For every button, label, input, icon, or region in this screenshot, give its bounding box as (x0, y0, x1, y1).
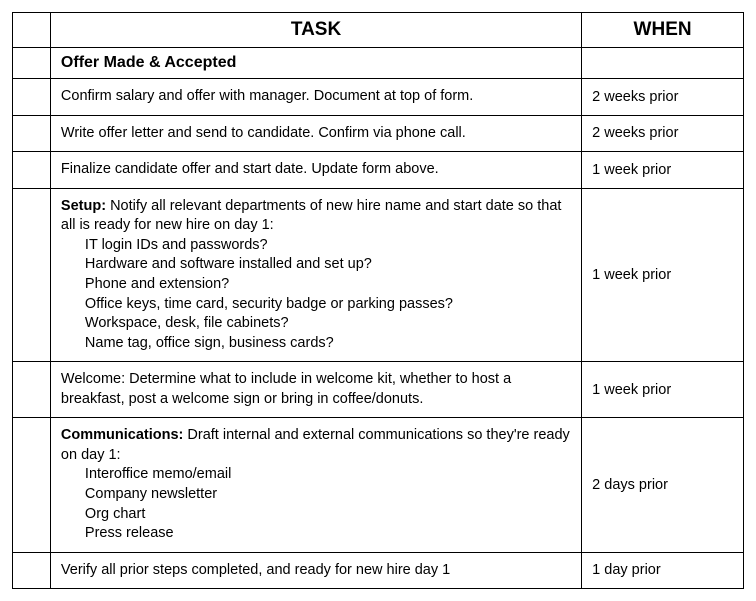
task-cell: Confirm salary and offer with manager. D… (50, 79, 581, 116)
when-cell: 1 week prior (582, 362, 744, 418)
table-row: Write offer letter and send to candidate… (13, 115, 744, 152)
task-cell: Communications: Draft internal and exter… (50, 418, 581, 552)
task-lead-rest: Notify all relevant departments of new h… (61, 198, 562, 234)
check-cell (13, 418, 51, 552)
task-sub-item: Org chart (85, 505, 571, 525)
task-lead-bold: Setup: (61, 198, 110, 214)
task-cell: Finalize candidate offer and start date.… (50, 152, 581, 189)
table-row: Welcome: Determine what to include in we… (13, 362, 744, 418)
task-cell: Setup: Notify all relevant departments o… (50, 188, 581, 362)
when-cell: 1 week prior (582, 188, 744, 362)
task-lead-bold: Communications: (61, 427, 187, 443)
table-row: Confirm salary and offer with manager. D… (13, 79, 744, 116)
table-row: Finalize candidate offer and start date.… (13, 152, 744, 189)
table-row: Setup: Notify all relevant departments o… (13, 188, 744, 362)
task-sub-item: Company newsletter (85, 485, 571, 505)
table-row: Verify all prior steps completed, and re… (13, 552, 744, 589)
task-sub-item: Phone and extension? (85, 275, 571, 295)
check-cell (13, 152, 51, 189)
when-cell: 2 weeks prior (582, 115, 744, 152)
header-row: TASK WHEN (13, 13, 744, 48)
task-cell: Verify all prior steps completed, and re… (50, 552, 581, 589)
task-cell: Write offer letter and send to candidate… (50, 115, 581, 152)
table-row: Communications: Draft internal and exter… (13, 418, 744, 552)
header-when: WHEN (582, 13, 744, 48)
when-cell: 1 day prior (582, 552, 744, 589)
section-title: Offer Made & Accepted (50, 48, 581, 79)
header-task: TASK (50, 13, 581, 48)
section-row: Offer Made & Accepted (13, 48, 744, 79)
check-cell (13, 552, 51, 589)
header-check-cell (13, 13, 51, 48)
task-sub-item: Hardware and software installed and set … (85, 255, 571, 275)
task-sub-item: Workspace, desk, file cabinets? (85, 314, 571, 334)
check-cell (13, 115, 51, 152)
when-cell (582, 48, 744, 79)
when-cell: 2 days prior (582, 418, 744, 552)
task-cell: Welcome: Determine what to include in we… (50, 362, 581, 418)
task-sub-item: IT login IDs and passwords? (85, 236, 571, 256)
check-cell (13, 79, 51, 116)
check-cell (13, 362, 51, 418)
task-sub-item: Office keys, time card, security badge o… (85, 295, 571, 315)
onboarding-table: TASK WHEN Offer Made & Accepted Confirm … (12, 12, 744, 589)
check-cell (13, 48, 51, 79)
task-sub-item: Name tag, office sign, business cards? (85, 334, 571, 354)
check-cell (13, 188, 51, 362)
when-cell: 1 week prior (582, 152, 744, 189)
task-sub-item: Press release (85, 524, 571, 544)
when-cell: 2 weeks prior (582, 79, 744, 116)
task-sub-item: Interoffice memo/email (85, 465, 571, 485)
